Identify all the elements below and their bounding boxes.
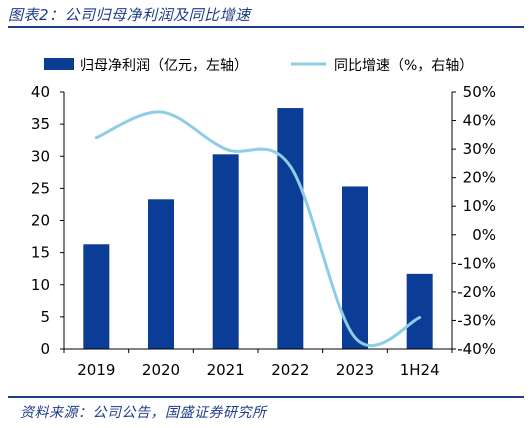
x-tick-label-2023: 2023 xyxy=(336,361,374,379)
right-tick-label: -40% xyxy=(457,340,496,358)
left-tick-label: 0 xyxy=(40,340,50,358)
right-axis-labels: -40% -30% -20% -10% 0% 10% 20% 30% 40% 50% xyxy=(457,83,496,358)
growth-line xyxy=(94,110,422,348)
left-tick-label: 35 xyxy=(31,115,50,133)
right-tick-label: -10% xyxy=(457,254,496,272)
right-tick-label: 20% xyxy=(463,169,496,187)
left-axis-labels: 0 5 10 15 20 25 30 35 40 xyxy=(31,83,50,358)
left-tick-label: 25 xyxy=(31,179,50,197)
right-tick-label: -30% xyxy=(457,311,496,329)
left-tick-label: 20 xyxy=(31,212,50,230)
left-tick-label: 40 xyxy=(31,83,50,101)
axes xyxy=(60,91,456,353)
x-tick-label-2021: 2021 xyxy=(207,361,245,379)
right-tick-label: 40% xyxy=(463,112,496,130)
figure-title: 图表2：公司归母净利润及同比增速 xyxy=(8,6,251,24)
right-tick-label: -20% xyxy=(457,283,496,301)
bar-series xyxy=(83,108,433,349)
bar-2021 xyxy=(212,154,239,349)
bar-2019 xyxy=(83,244,110,349)
bar-1H24 xyxy=(406,273,433,349)
left-tick-label: 5 xyxy=(40,308,50,326)
x-tick-label-2022: 2022 xyxy=(271,361,309,379)
legend-line-label: 同比增速（%，右轴） xyxy=(334,58,473,74)
x-tick-label-1H24: 1H24 xyxy=(400,361,440,379)
right-tick-label: 50% xyxy=(463,83,496,101)
left-tick-label: 10 xyxy=(31,276,50,294)
x-tick-label-2019: 2019 xyxy=(77,361,115,379)
left-tick-label: 30 xyxy=(31,147,50,165)
right-tick-label: 0% xyxy=(472,226,496,244)
legend-bar-swatch xyxy=(44,58,74,70)
right-tick-label: 10% xyxy=(463,197,496,215)
right-tick-label: 30% xyxy=(463,140,496,158)
bar-2022 xyxy=(277,108,304,349)
legend-bar-label: 归母净利润（亿元，左轴） xyxy=(80,57,248,74)
x-tick-label-2020: 2020 xyxy=(142,361,180,379)
left-tick-label: 15 xyxy=(31,244,50,262)
top-rule xyxy=(8,26,524,28)
source-note: 资料来源：公司公告，国盛证券研究所 xyxy=(20,405,267,421)
bottom-rule xyxy=(8,396,524,398)
line-series xyxy=(94,110,422,348)
x-axis-labels: 2019 2020 2021 2022 2023 1H24 xyxy=(77,361,439,379)
legend: 归母净利润（亿元，左轴） 同比增速（%，右轴） xyxy=(44,57,473,74)
bar-2020 xyxy=(148,199,174,349)
